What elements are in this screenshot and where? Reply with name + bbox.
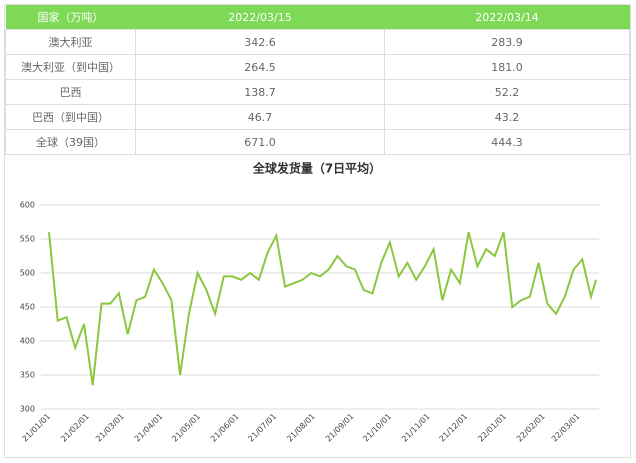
chart: 全球发货量（7日平均） 300 350 400 450 500 550 600 21/01/0… xyxy=(20,161,599,444)
table-cell: 264.5 xyxy=(135,54,385,80)
header-cell: 2022/03/15 xyxy=(135,5,385,30)
data-table: 国家（万吨） 2022/03/15 2022/03/14 澳大利亚 342.6 283.9… xyxy=(5,5,630,155)
x-tick-label: 21/01/01 xyxy=(20,412,52,444)
y-tick-label: 300 xyxy=(20,405,35,414)
table-cell: 巴西（到中国） xyxy=(5,104,136,130)
x-tick-label: 21/09/01 xyxy=(324,412,356,444)
table-cell: 52.2 xyxy=(384,79,630,105)
table-cell: 181.0 xyxy=(384,54,630,80)
y-tick-label: 500 xyxy=(20,269,35,278)
table-cell: 671.0 xyxy=(135,129,385,155)
x-tick-label: 21/07/01 xyxy=(246,412,278,444)
table-cell: 46.7 xyxy=(135,104,385,130)
y-tick-label: 350 xyxy=(20,371,35,380)
header-row: 国家（万吨） 2022/03/15 2022/03/14 xyxy=(5,5,630,30)
x-tick-label: 21/12/01 xyxy=(438,412,470,444)
x-tick-label: 21/04/01 xyxy=(133,412,165,444)
x-tick-label: 21/02/01 xyxy=(59,412,91,444)
table-cell: 138.7 xyxy=(135,79,385,105)
table-row: 澳大利亚 342.6 283.9 xyxy=(5,29,630,55)
y-tick-label: 400 xyxy=(20,337,35,346)
table-cell: 43.2 xyxy=(384,104,630,130)
table-row: 巴西（到中国） 46.7 43.2 xyxy=(5,104,630,130)
table-row: 澳大利亚（到中国） 264.5 181.0 xyxy=(5,54,630,80)
x-tick-label: 22/03/01 xyxy=(550,412,582,444)
y-tick-label: 450 xyxy=(20,303,35,312)
x-tick-label: 22/01/01 xyxy=(476,412,508,444)
x-tick-label: 21/06/01 xyxy=(209,412,241,444)
y-tick-label: 550 xyxy=(20,235,35,244)
x-tick-label: 21/05/01 xyxy=(170,412,202,444)
table-cell: 澳大利亚（到中国） xyxy=(5,54,136,80)
table-cell: 444.3 xyxy=(384,129,630,155)
x-tick-label: 22/02/01 xyxy=(515,412,547,444)
line xyxy=(48,231,597,386)
chart-title: 全球发货量（7日平均） xyxy=(252,161,381,176)
table-cell: 283.9 xyxy=(384,29,630,55)
table-cell: 澳大利亚 xyxy=(5,29,136,55)
x-tick-label: 21/03/01 xyxy=(94,412,126,444)
header-cell: 国家（万吨） xyxy=(5,5,136,30)
table-cell: 巴西 xyxy=(5,79,136,105)
header-cell: 2022/03/14 xyxy=(384,5,630,30)
table-row: 全球（39国） 671.0 444.3 xyxy=(5,129,630,155)
panel: 国家（万吨） 2022/03/15 2022/03/14 澳大利亚 342.6 283.9… xyxy=(4,4,631,458)
x-tick-label: 21/10/01 xyxy=(361,412,393,444)
table-row: 巴西 138.7 52.2 xyxy=(5,79,630,105)
x-tick-label: 21/11/01 xyxy=(400,412,432,444)
table-cell: 342.6 xyxy=(135,29,385,55)
x-tick-label: 21/08/01 xyxy=(285,412,317,444)
table-cell: 全球（39国） xyxy=(5,129,136,155)
y-tick-label: 600 xyxy=(20,201,35,210)
